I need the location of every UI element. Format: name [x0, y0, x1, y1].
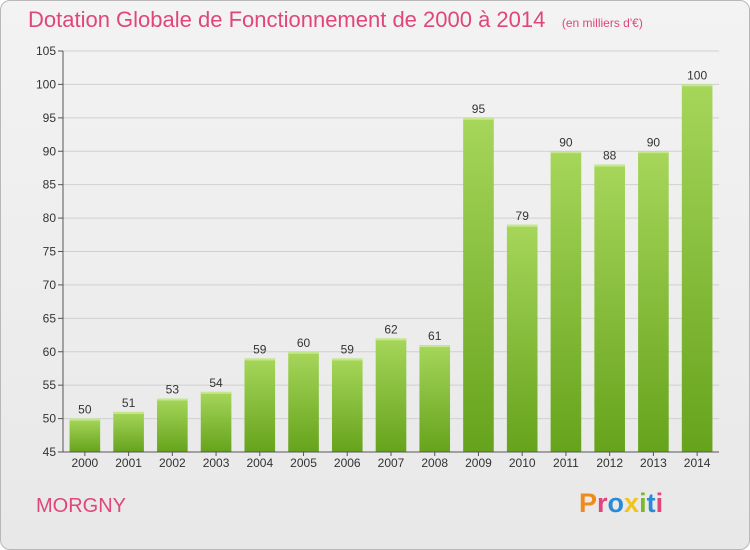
brand-letter: t	[646, 488, 656, 518]
data-label: 79	[516, 209, 530, 223]
bar	[419, 345, 451, 452]
bar-highlight	[550, 151, 582, 154]
bar	[594, 164, 625, 452]
x-tick-label: 2007	[378, 456, 405, 470]
chart-title: Dotation Globale de Fonctionnement de 20…	[28, 7, 546, 32]
data-label: 50	[78, 403, 92, 417]
data-label: 60	[297, 336, 311, 350]
bar	[463, 117, 494, 452]
y-tick-label: 70	[43, 278, 57, 292]
bar	[638, 151, 669, 452]
x-tick-label: 2002	[159, 456, 186, 470]
brand-letter: P	[579, 488, 598, 518]
bar-highlight	[638, 151, 669, 154]
label-layer: 50 51 53 54 59 60 59 62 61 95 79 90 88 90 100	[78, 68, 707, 416]
data-label: 51	[122, 396, 136, 410]
bar-highlight	[681, 84, 713, 87]
bar	[550, 151, 582, 452]
y-tick-label: 100	[36, 77, 56, 91]
x-tick-label: 2012	[596, 456, 623, 470]
brand-letter: x	[624, 488, 640, 518]
y-tick-label: 95	[43, 111, 57, 125]
data-label: 90	[559, 135, 573, 149]
y-tick-label: 55	[43, 378, 57, 392]
commune-name: MORGNY	[36, 495, 126, 517]
bar	[113, 411, 144, 452]
data-label: 53	[166, 383, 180, 397]
bar-highlight	[463, 117, 494, 120]
bar-highlight	[200, 391, 232, 394]
bar-highlight	[113, 411, 144, 414]
chart-subtitle: (en milliers d'€)	[561, 16, 643, 30]
data-label: 62	[384, 322, 398, 336]
x-tick-label: 2010	[509, 456, 536, 470]
y-tick-label: 60	[43, 345, 57, 359]
x-tick-label: 2003	[203, 456, 230, 470]
x-tick-label: 2004	[246, 456, 273, 470]
axis-layer: 45 50 55 60 65 70 75 80 85 90 95 100 105 2000 2001 2002…	[36, 44, 719, 470]
data-label: 59	[253, 342, 267, 356]
bar-highlight	[375, 338, 407, 341]
bar-highlight	[69, 418, 101, 421]
title-row: Dotation Globale de Fonctionnement de 20…	[28, 7, 643, 33]
y-tick-label: 50	[43, 412, 57, 426]
x-tick-label: 2006	[334, 456, 361, 470]
data-label: 100	[687, 68, 707, 82]
brand-letter: r	[597, 488, 608, 518]
data-label: 95	[472, 102, 486, 116]
y-tick-label: 75	[43, 245, 57, 259]
y-tick-label: 85	[43, 178, 57, 192]
y-tick-label: 65	[43, 311, 57, 325]
data-label: 59	[341, 342, 355, 356]
bar-highlight	[288, 351, 319, 354]
bar	[681, 84, 713, 453]
brand-logo[interactable]: Proxiti	[579, 488, 663, 519]
x-tick-label: 2009	[465, 456, 492, 470]
x-tick-label: 2005	[290, 456, 317, 470]
bar-highlight	[506, 224, 538, 227]
y-tick-label: 105	[36, 44, 56, 58]
bar-highlight	[244, 358, 276, 361]
y-tick-label: 90	[43, 144, 57, 158]
x-tick-label: 2014	[684, 456, 711, 470]
x-tick-label: 2011	[553, 456, 579, 470]
bar	[375, 338, 407, 452]
bar	[69, 418, 101, 452]
y-tick-label: 80	[43, 211, 57, 225]
bar	[331, 358, 363, 452]
x-tick-label: 2013	[640, 456, 667, 470]
y-tick-label: 45	[43, 445, 57, 459]
bar-highlight	[331, 358, 363, 361]
brand-letter: i	[655, 488, 664, 518]
brand-letter: o	[607, 488, 625, 518]
bar-layer	[69, 84, 713, 453]
data-label: 88	[603, 149, 617, 163]
bar-highlight	[157, 398, 188, 401]
bar-highlight	[594, 164, 625, 167]
bar	[506, 224, 538, 452]
data-label: 61	[428, 329, 442, 343]
bar	[157, 398, 188, 452]
bar-highlight	[419, 345, 451, 348]
bar	[200, 391, 232, 452]
brand-letter: i	[639, 488, 647, 518]
bar	[244, 358, 276, 452]
data-label: 90	[647, 135, 661, 149]
x-tick-label: 2001	[115, 456, 142, 470]
x-tick-label: 2000	[72, 456, 99, 470]
bar	[288, 351, 319, 452]
data-label: 54	[209, 376, 223, 390]
x-tick-label: 2008	[421, 456, 448, 470]
